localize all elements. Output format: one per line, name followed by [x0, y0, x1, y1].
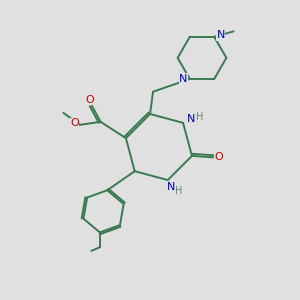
- Text: N: N: [217, 30, 225, 40]
- Text: O: O: [86, 94, 94, 104]
- Text: N: N: [167, 182, 176, 193]
- Text: N: N: [187, 114, 196, 124]
- Text: N: N: [179, 74, 188, 84]
- Text: H: H: [176, 186, 183, 196]
- Text: H: H: [196, 112, 203, 122]
- Text: O: O: [70, 118, 79, 128]
- Text: O: O: [214, 152, 223, 162]
